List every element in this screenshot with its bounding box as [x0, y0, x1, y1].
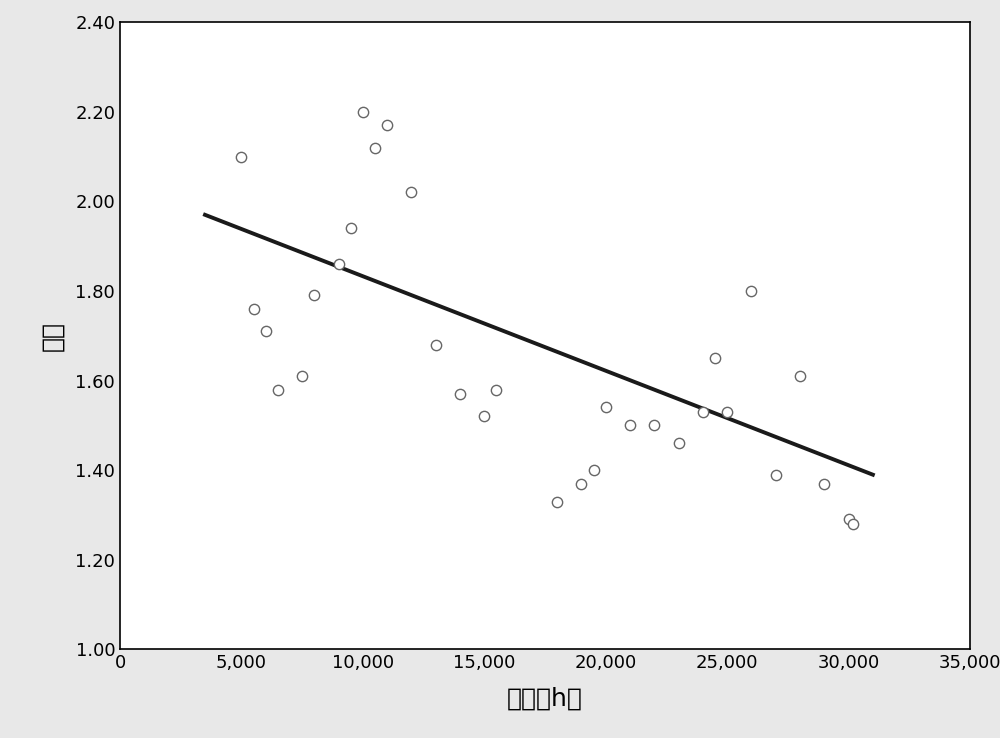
Point: [355, 106, 371, 117]
Point: [246, 303, 262, 315]
Y-axis label: 潜能: 潜能: [40, 321, 64, 351]
Point: [379, 120, 395, 131]
Point: [573, 477, 589, 489]
Point: [586, 464, 602, 476]
Point: [294, 370, 310, 382]
Point: [743, 285, 759, 297]
Point: [598, 401, 614, 413]
Point: [488, 384, 504, 396]
Point: [719, 406, 735, 418]
Point: [367, 142, 383, 154]
Point: [403, 187, 419, 199]
Point: [792, 370, 808, 382]
Point: [816, 477, 832, 489]
X-axis label: 时间（h）: 时间（h）: [507, 686, 583, 710]
Point: [671, 438, 687, 449]
Point: [233, 151, 249, 162]
Point: [343, 222, 359, 234]
Point: [768, 469, 784, 480]
Point: [476, 410, 492, 422]
Point: [258, 325, 274, 337]
Point: [306, 289, 322, 301]
Point: [695, 406, 711, 418]
Point: [841, 514, 857, 525]
Point: [452, 388, 468, 400]
Point: [270, 384, 286, 396]
Point: [845, 518, 861, 530]
Point: [646, 419, 662, 431]
Point: [428, 339, 444, 351]
Point: [707, 352, 723, 364]
Point: [622, 419, 638, 431]
Point: [549, 496, 565, 508]
Point: [331, 258, 347, 270]
